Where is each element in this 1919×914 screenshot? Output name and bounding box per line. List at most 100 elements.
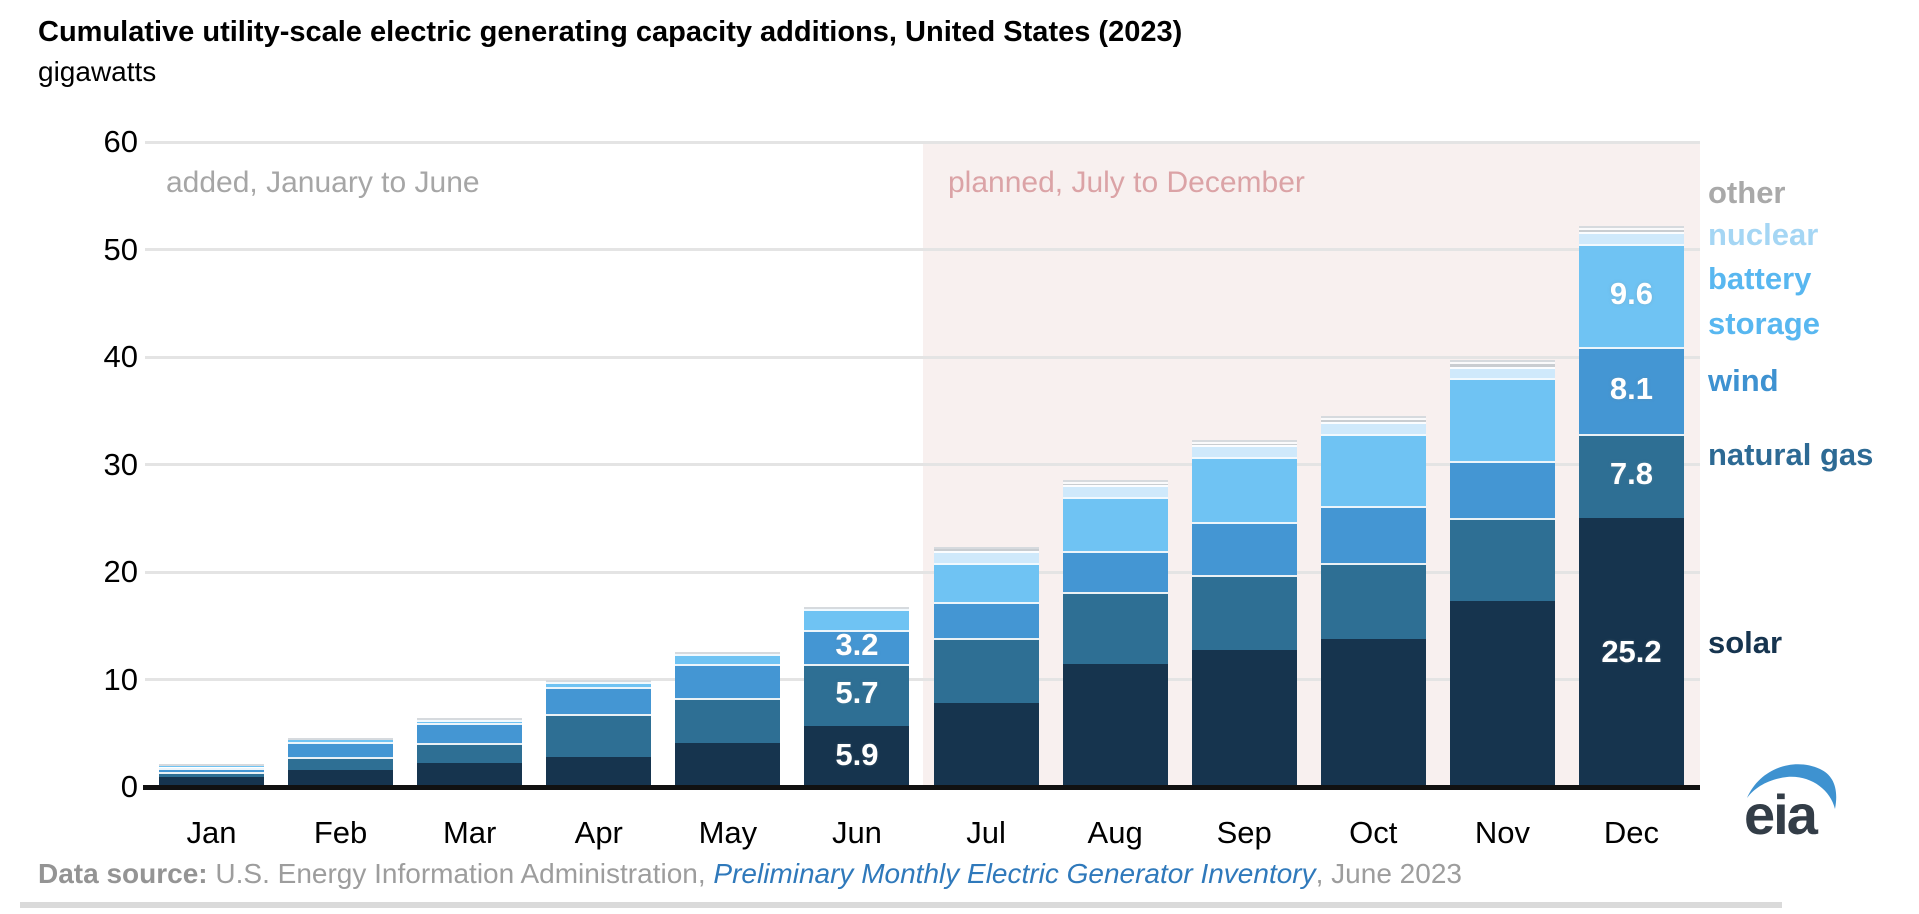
segment-apr-battery-storage	[546, 681, 652, 687]
segment-jul-wind	[933, 601, 1039, 639]
chart-title: Cumulative utility-scale electric genera…	[38, 16, 1183, 48]
data-source-footer: Data source: U.S. Energy Information Adm…	[38, 858, 1462, 890]
segment-aug-wind	[1062, 551, 1168, 593]
gridline-20	[145, 570, 1700, 574]
segment-aug-natural-gas	[1062, 592, 1168, 665]
segment-aug-nuclear	[1062, 484, 1168, 497]
segment-sep-solar	[1191, 650, 1297, 789]
x-tick-label-aug: Aug	[1087, 815, 1143, 850]
segment-feb-natural-gas	[288, 756, 394, 770]
segment-oct-solar	[1320, 638, 1426, 789]
segment-jan-solar	[159, 777, 264, 789]
eia-logo-swoosh	[1747, 764, 1837, 809]
x-tick-label-apr: Apr	[574, 815, 623, 850]
bar-mar	[417, 718, 523, 789]
segment-jul-battery-storage	[933, 563, 1039, 602]
segment-apr-natural-gas	[546, 713, 652, 757]
segment-oct-nuclear	[1320, 422, 1426, 435]
segment-oct-wind	[1320, 506, 1426, 564]
segment-aug-solar	[1062, 664, 1168, 789]
gridline-60	[145, 140, 1700, 144]
segment-sep-other	[1191, 441, 1297, 445]
segment-apr-solar	[546, 756, 652, 789]
gridline-30	[145, 463, 1700, 466]
segment-may-battery-storage	[675, 653, 781, 665]
x-tick-label-sep: Sep	[1216, 815, 1272, 850]
legend-item-battery-storage: battery storage	[1708, 261, 1820, 341]
x-tick-label-may: May	[698, 815, 758, 850]
segment-oct-natural-gas	[1320, 563, 1426, 639]
segment-mar-battery-storage	[417, 720, 523, 724]
legend-item-natural-gas: natural gas	[1708, 437, 1874, 472]
segment-jun-natural-gas	[804, 664, 910, 726]
bar-feb	[288, 737, 394, 789]
segment-aug-other	[1062, 481, 1168, 485]
segment-sep-wind	[1191, 522, 1297, 576]
legend-item-nuclear: nuclear	[1708, 217, 1819, 252]
segment-jul-nuclear	[933, 551, 1039, 564]
legend-item-other: other	[1708, 175, 1786, 210]
annotation-added-period: added, January to June	[166, 166, 480, 199]
x-tick-label-jul: Jul	[966, 815, 1006, 850]
segment-sep-natural-gas	[1191, 575, 1297, 651]
value-label-jun-solar: 5.9	[835, 737, 879, 773]
bar-apr	[546, 679, 652, 789]
segment-nov-other	[1449, 362, 1555, 367]
chart-unit-subtitle: gigawatts	[38, 56, 157, 87]
footer-inventory-link[interactable]: Preliminary Monthly Electric Generator I…	[713, 858, 1316, 889]
value-label-dec-solar: 25.2	[1601, 633, 1662, 669]
segment-sep-battery-storage	[1191, 456, 1297, 523]
y-tick-label-30: 30	[103, 446, 138, 482]
segment-dec-nuclear	[1578, 232, 1684, 244]
annotation-planned-period: planned, July to December	[948, 166, 1305, 199]
segment-jul-other	[933, 549, 1039, 552]
segment-jun-battery-storage	[804, 609, 910, 630]
value-label-dec-wind: 8.1	[1609, 370, 1654, 406]
x-tick-label-dec: Dec	[1603, 815, 1660, 850]
footer-data-source-label: Data source:	[38, 858, 216, 889]
segment-nov-natural-gas	[1449, 518, 1555, 601]
eia-logo-text: eia	[1744, 783, 1819, 844]
segment-jul-solar	[933, 702, 1039, 789]
segment-mar-solar	[417, 763, 523, 789]
segment-dec-wind	[1578, 347, 1684, 435]
segment-nov-nuclear	[1449, 366, 1555, 379]
bar-aug	[1062, 479, 1168, 789]
value-label-dec-battery-storage: 9.6	[1609, 275, 1654, 311]
segment-dec-solar	[1578, 518, 1684, 789]
segment-oct-battery-storage	[1320, 434, 1426, 507]
segment-may-solar	[675, 742, 781, 789]
bar-jun	[804, 607, 910, 789]
legend-item-solar: solar	[1708, 625, 1783, 660]
bar-dec	[1578, 225, 1684, 789]
value-label-jun-wind: 3.2	[835, 627, 879, 663]
segment-dec-natural-gas	[1578, 434, 1684, 519]
segment-dec-battery-storage	[1578, 243, 1684, 348]
bar-oct	[1320, 416, 1426, 789]
bar-jan	[159, 764, 264, 789]
x-tick-label-oct: Oct	[1349, 815, 1398, 850]
value-label-jun-natural-gas: 5.7	[835, 674, 879, 710]
segment-may-wind	[675, 664, 781, 698]
y-tick-label-20: 20	[103, 554, 138, 589]
x-tick-label-nov: Nov	[1474, 815, 1530, 850]
value-label-dec-natural-gas: 7.8	[1609, 456, 1654, 492]
segment-jun-wind	[804, 629, 910, 665]
x-tick-label-jun: Jun	[831, 815, 882, 850]
segment-jun-solar	[804, 725, 910, 789]
y-tick-label-10: 10	[103, 661, 138, 697]
bottom-divider-line	[20, 902, 1782, 908]
footer-org: U.S. Energy Information Administration,	[215, 858, 714, 889]
bar-may	[675, 651, 781, 789]
segment-feb-battery-storage	[288, 739, 394, 742]
segment-apr-wind	[546, 686, 652, 714]
footer-date: , June 2023	[1315, 858, 1462, 889]
segment-oct-other	[1320, 418, 1426, 423]
segment-dec-other	[1578, 227, 1684, 233]
segment-jan-battery-storage	[159, 766, 264, 768]
gridline-10	[145, 678, 1700, 681]
segment-nov-battery-storage	[1449, 378, 1555, 462]
y-tick-label-40: 40	[103, 339, 138, 374]
